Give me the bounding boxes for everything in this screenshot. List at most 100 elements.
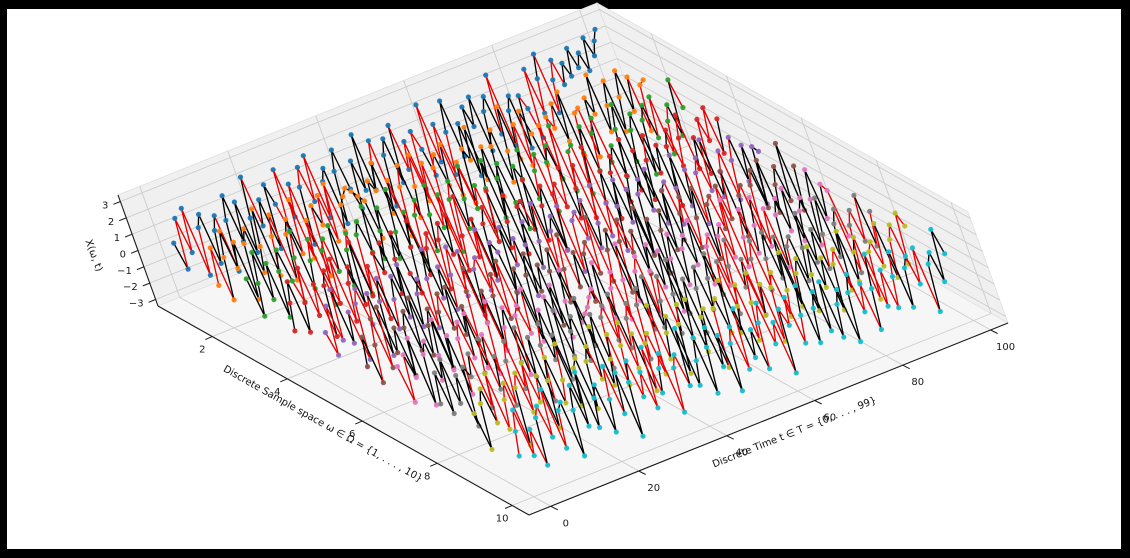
path-segments <box>287 198 332 277</box>
grid-z <box>599 9 971 219</box>
data-point <box>630 205 636 211</box>
path-segments <box>493 355 502 390</box>
data-point <box>353 232 359 238</box>
data-point <box>833 228 839 234</box>
data-point <box>271 296 277 303</box>
data-point <box>503 358 509 364</box>
data-point <box>588 286 594 292</box>
data-point <box>414 276 420 282</box>
data-point <box>715 277 721 283</box>
z-tick-label: −1 <box>117 266 132 277</box>
data-point <box>494 160 500 167</box>
data-point <box>223 217 229 223</box>
path-segments <box>673 326 744 394</box>
data-point <box>613 429 619 435</box>
data-point <box>388 273 394 279</box>
data-point <box>942 251 948 257</box>
data-point <box>454 319 460 325</box>
data-point <box>353 218 360 225</box>
data-point <box>570 407 576 413</box>
data-point <box>552 398 559 404</box>
z-tick-mark <box>124 233 133 238</box>
data-point <box>403 218 409 224</box>
data-point <box>434 291 440 297</box>
path-segments <box>887 251 915 308</box>
grid-z <box>604 25 977 236</box>
data-point <box>793 370 799 376</box>
y-tick-label: 80 <box>911 377 924 388</box>
data-point <box>745 233 752 239</box>
data-point <box>718 255 724 262</box>
data-point <box>560 377 566 383</box>
data-point <box>612 241 618 247</box>
data-point <box>508 315 514 321</box>
data-point <box>770 234 776 240</box>
data-point <box>587 68 593 74</box>
z-tick-mark <box>113 201 121 205</box>
data-point <box>819 231 826 237</box>
data-point <box>364 263 370 269</box>
data-point <box>564 45 570 51</box>
data-point <box>634 302 640 308</box>
data-point <box>548 228 554 234</box>
data-point <box>283 231 289 237</box>
data-point <box>571 295 577 301</box>
path-segments <box>433 353 480 427</box>
data-point <box>763 256 769 262</box>
data-point <box>489 446 495 452</box>
data-point <box>555 164 561 171</box>
data-point <box>400 209 407 215</box>
data-point <box>566 138 573 144</box>
data-point <box>544 247 550 253</box>
data-point <box>659 188 665 194</box>
data-point <box>515 93 521 99</box>
grid-x <box>511 313 992 506</box>
data-point <box>818 340 824 346</box>
data-point <box>544 159 550 165</box>
data-point <box>704 232 710 238</box>
data-point <box>843 271 850 277</box>
data-point <box>424 276 430 282</box>
path-segments <box>888 212 910 278</box>
data-point <box>606 396 613 402</box>
series-omega-10-markers <box>510 226 948 468</box>
x-axis-line <box>157 305 530 516</box>
path-segments <box>633 255 662 316</box>
data-point <box>436 325 443 331</box>
data-point <box>528 200 534 207</box>
data-point <box>552 125 558 131</box>
data-point <box>841 334 847 340</box>
data-point <box>778 185 784 191</box>
data-point <box>300 153 306 159</box>
data-point <box>715 233 721 239</box>
data-point <box>523 272 529 278</box>
data-point <box>788 198 794 204</box>
data-point <box>747 327 754 333</box>
data-point <box>877 267 883 273</box>
data-point <box>911 304 917 310</box>
data-point <box>755 320 761 326</box>
x-tick-label: 4 <box>274 387 280 398</box>
data-point <box>648 128 655 134</box>
data-point <box>561 266 567 272</box>
data-point <box>627 111 633 117</box>
data-point <box>494 104 500 110</box>
data-point <box>423 231 429 237</box>
path-segments <box>683 139 713 225</box>
data-point <box>373 188 379 194</box>
data-point <box>709 187 715 194</box>
x-tick-mark <box>430 462 438 467</box>
path-segments <box>272 169 316 245</box>
data-point <box>522 242 528 248</box>
data-point <box>407 128 413 135</box>
data-point <box>582 453 588 459</box>
path-segments <box>322 258 358 322</box>
data-point <box>501 397 507 403</box>
data-point <box>583 343 589 349</box>
data-point <box>708 170 714 176</box>
z-tick-mark <box>130 250 139 254</box>
data-point <box>370 293 376 299</box>
data-point <box>846 222 853 228</box>
data-point <box>512 428 519 434</box>
data-point <box>533 373 539 379</box>
